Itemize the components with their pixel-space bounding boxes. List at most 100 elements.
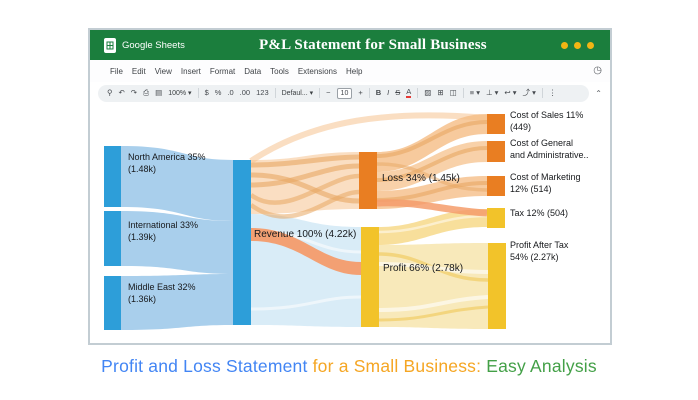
caption-part-1: Profit and Loss Statement — [101, 356, 308, 376]
decrease-decimals-icon[interactable]: .0 — [227, 88, 234, 98]
flow-strand — [376, 120, 488, 158]
sankey-node-profit[interactable] — [361, 227, 379, 327]
undo-icon[interactable]: ↶ — [118, 88, 125, 98]
node-label-profit-after-tax: Profit After Tax 54% (2.27k) — [510, 240, 569, 262]
horizontal-align-icon[interactable]: ≡ ▾ — [469, 88, 480, 98]
flow-streak — [378, 214, 488, 234]
print-icon[interactable]: ⎙ — [143, 88, 150, 98]
sankey-node-tax[interactable] — [487, 208, 505, 228]
flow-strand — [376, 146, 488, 182]
node-label-north-america: North America 35% (1.48k) — [128, 152, 206, 174]
sankey-chart[interactable]: North America 35% (1.48k) International … — [90, 104, 610, 343]
borders-icon[interactable]: ⊞ — [437, 88, 444, 98]
caption-part-3: Easy Analysis — [481, 356, 597, 376]
menu-item[interactable]: Help — [345, 66, 363, 76]
sankey-node-profit-after-tax[interactable] — [488, 243, 506, 329]
page-title: P&L Statement for Small Business — [259, 36, 487, 53]
text-wrap-icon[interactable]: ↩ ▾ — [504, 88, 517, 98]
flow-streak — [378, 295, 489, 312]
separator — [417, 88, 419, 98]
strikethrough-icon[interactable]: S — [395, 88, 401, 98]
more-icon[interactable]: ⋮ — [548, 88, 557, 98]
text-rotation-icon[interactable]: ⤴ ▾ — [522, 88, 536, 98]
sankey-node-cost-of-general-admin[interactable] — [487, 141, 505, 162]
node-label-cost-of-sales: Cost of Sales 11% (449) — [510, 110, 584, 132]
sheets-window: Google Sheets P&L Statement for Small Bu… — [88, 28, 612, 345]
node-label-cost-of-marketing: Cost of Marketing 12% (514) — [510, 172, 581, 194]
zoom-select[interactable]: 100% ▾ — [168, 89, 192, 97]
separator — [319, 88, 321, 98]
menu-bar: File Edit View Insert Format Data Tools Extensi… — [90, 60, 610, 82]
toolbar-row: ⚲ ↶ ↷ ⎙ ▤ 100% ▾ $% .0 .00 123 Defaul... ▾ −10 + B I S A… — [90, 82, 610, 104]
menu-item[interactable]: File — [110, 66, 123, 76]
flow-streak — [378, 305, 489, 322]
caption: Profit and Loss Statement for a Small Bu… — [0, 356, 698, 377]
node-label-tax: Tax 12% (504) — [510, 208, 569, 218]
node-label-loss: Loss 34% (1.45k) — [382, 173, 460, 184]
fill-color-icon[interactable]: ▨ — [424, 88, 432, 98]
sankey-node-middle-east[interactable] — [104, 276, 121, 330]
menu-item[interactable]: View — [154, 66, 172, 76]
separator — [541, 88, 543, 98]
redo-icon[interactable]: ↷ — [130, 88, 138, 98]
flow-strand — [249, 173, 360, 205]
increase-decimals-icon[interactable]: .00 — [239, 88, 251, 98]
node-label-middle-east: Middle East 32% (1.36k) — [128, 282, 196, 304]
flow-strand — [376, 162, 488, 192]
sankey-node-cost-of-sales[interactable] — [487, 114, 505, 134]
menu-item[interactable]: Data — [244, 66, 262, 76]
menu-item[interactable]: Format — [209, 66, 236, 76]
window-titlebar: Google Sheets P&L Statement for Small Bu… — [90, 30, 610, 60]
menu-item[interactable]: Edit — [131, 66, 146, 76]
sankey-flow-intl-revenue — [121, 211, 233, 274]
window-dot — [561, 41, 568, 49]
increase-font-size-icon[interactable]: + — [358, 88, 363, 98]
bold-icon[interactable]: B — [375, 88, 382, 98]
window-dot — [574, 41, 581, 49]
menu-item[interactable]: Tools — [270, 66, 289, 76]
separator — [197, 88, 199, 98]
version-history-icon[interactable]: ◷ — [593, 65, 602, 76]
sankey-canvas — [104, 112, 506, 330]
merge-cells-icon[interactable]: ◫ — [449, 88, 457, 98]
italic-icon[interactable]: I — [387, 88, 390, 98]
menu-item[interactable]: Insert — [180, 66, 201, 76]
font-select[interactable]: Defaul... ▾ — [281, 89, 314, 97]
text-color-icon[interactable]: A — [406, 87, 412, 98]
flow-strand — [250, 163, 360, 188]
vertical-align-icon[interactable]: ⊥ ▾ — [486, 88, 499, 98]
flow-strand — [249, 112, 489, 164]
sankey-flow-salmon — [251, 228, 361, 275]
percent-format-icon[interactable]: % — [214, 88, 222, 98]
node-label-international: International 33% (1.39k) — [128, 220, 199, 242]
window-dot — [587, 41, 594, 49]
currency-format-icon[interactable]: $ — [204, 88, 209, 98]
menu-item[interactable]: Extensions — [297, 66, 337, 76]
number-format-icon[interactable]: 123 — [256, 88, 269, 98]
sankey-flow-na-revenue — [121, 146, 233, 221]
window-dots — [561, 41, 594, 49]
flow-strand — [376, 199, 488, 217]
flow-streak — [250, 295, 362, 311]
sankey-node-loss[interactable] — [359, 152, 377, 209]
search-icon[interactable]: ⚲ — [107, 88, 113, 98]
separator — [462, 88, 464, 98]
sankey-node-cost-of-marketing[interactable] — [487, 176, 505, 196]
flow-strand — [250, 154, 360, 168]
node-label-revenue: Revenue 100% (4.22k) — [254, 229, 357, 240]
toolbar: ⚲ ↶ ↷ ⎙ ▤ 100% ▾ $% .0 .00 123 Defaul... ▾ −10 + B I S A… — [98, 84, 590, 102]
node-label-profit: Profit 66% (2.78k) — [383, 263, 464, 274]
decrease-font-size-icon[interactable]: − — [326, 88, 331, 98]
google-sheets-icon — [104, 37, 116, 53]
flow-strand — [249, 189, 360, 219]
sankey-node-north-america[interactable] — [104, 146, 121, 207]
sankey-node-international[interactable] — [104, 211, 121, 266]
sankey-flow-me-revenue — [121, 274, 233, 330]
paint-format-icon[interactable]: ▤ — [155, 88, 163, 98]
caption-part-2: for a Small Business: — [307, 356, 482, 376]
collapse-toolbar-icon[interactable]: ⌃ — [595, 88, 602, 98]
sankey-node-revenue[interactable] — [233, 160, 251, 325]
flow-streak — [378, 262, 489, 274]
font-size-input[interactable]: 10 — [336, 87, 353, 99]
